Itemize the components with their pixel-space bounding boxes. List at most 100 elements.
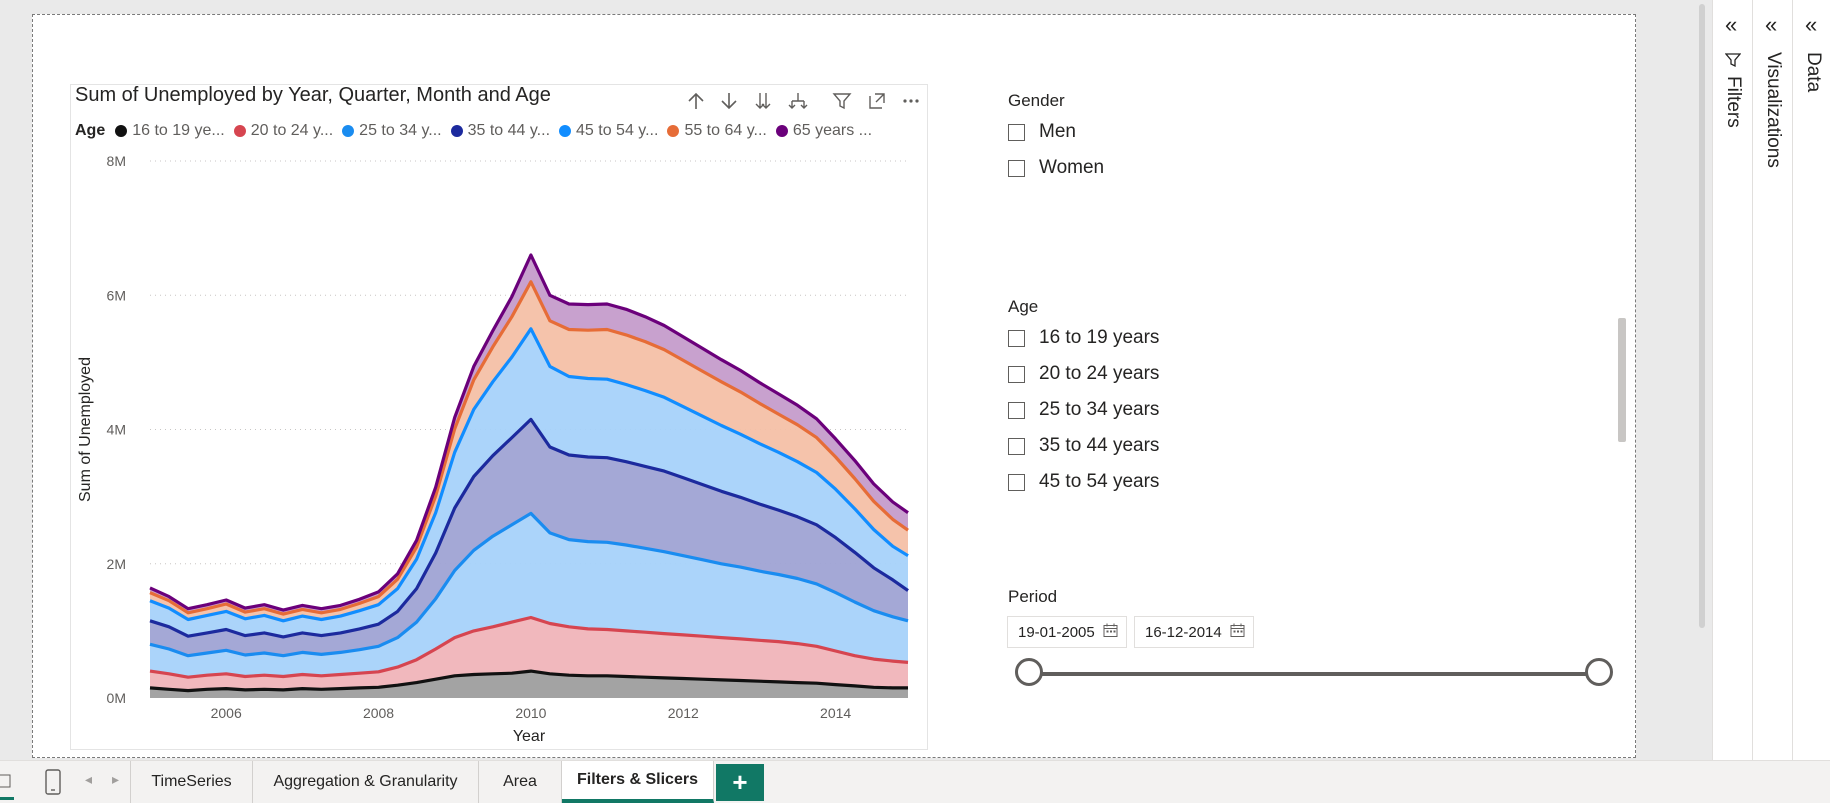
legend-swatch — [667, 125, 680, 137]
legend-swatch — [115, 125, 128, 137]
x-tick-label: 2010 — [515, 705, 546, 721]
canvas-scrollbar[interactable] — [1699, 4, 1705, 628]
gender-option-men[interactable]: Men — [1008, 121, 1076, 143]
series-line-1 — [149, 615, 909, 679]
checkbox[interactable] — [1008, 401, 1025, 419]
visualizations-pane-collapsed[interactable]: « Visualizations — [1752, 0, 1792, 760]
scroll-tabs-left-icon[interactable]: ◂ — [85, 771, 93, 787]
checkbox[interactable] — [1008, 329, 1025, 347]
legend-label: 25 to 34 y... — [359, 122, 442, 139]
period-slider-start-handle[interactable] — [1015, 658, 1043, 686]
gender-option-women[interactable]: Women — [1008, 157, 1104, 179]
chart-lines — [149, 253, 909, 693]
age-option-25-34[interactable]: 25 to 34 years — [1008, 399, 1159, 421]
area-1 — [150, 617, 908, 691]
x-tick-label: 2006 — [211, 705, 242, 721]
chart-legend: Age 16 to 19 ye... 20 to 24 y... 25 to 34 … — [75, 122, 881, 140]
chart-axes: 0M 2M 4M 6M 8M 2006 2008 2010 2012 2014 Year Sum of… — [77, 153, 851, 745]
tab-timeseries[interactable]: TimeSeries — [131, 761, 253, 803]
area-4 — [150, 328, 908, 637]
period-slicer-title: Period — [1008, 587, 1058, 606]
period-slider-track[interactable] — [1028, 672, 1600, 676]
mobile-layout-icon[interactable] — [44, 769, 62, 800]
expand-hierarchy-icon[interactable] — [785, 88, 811, 114]
option-label: 25 to 34 years — [1039, 399, 1160, 420]
y-tick-label: 6M — [107, 287, 126, 303]
tab-filters-slicers[interactable]: Filters & Slicers — [562, 761, 714, 803]
tab-aggregation-granularity[interactable]: Aggregation & Granularity — [253, 761, 479, 803]
legend-swatch — [559, 125, 572, 137]
legend-swatch — [233, 125, 246, 137]
go-to-next-level-icon[interactable] — [750, 88, 776, 114]
age-option-16-19[interactable]: 16 to 19 years — [1008, 327, 1159, 349]
x-tick-label: 2008 — [363, 705, 394, 721]
legend-item[interactable]: 20 to 24 y... — [233, 122, 334, 140]
age-option-45-54[interactable]: 45 to 54 years — [1008, 471, 1159, 493]
calendar-icon[interactable] — [1230, 623, 1245, 642]
series-line-6 — [149, 253, 909, 612]
start-date-value: 19-01-2005 — [1018, 623, 1095, 641]
checkbox[interactable] — [1008, 437, 1025, 455]
checkbox[interactable] — [1008, 123, 1025, 141]
legend-label: 16 to 19 ye... — [132, 122, 225, 139]
period-slider-end-handle[interactable] — [1585, 658, 1613, 686]
legend-title: Age — [75, 122, 106, 139]
desktop-layout-icon[interactable] — [0, 769, 14, 800]
age-slicer-scrollbar[interactable] — [1618, 318, 1626, 442]
expand-chevron-icon[interactable]: « — [1725, 12, 1738, 37]
page-tab-bar: ◂ ▸ TimeSeries Aggregation & Granularity… — [0, 760, 1830, 803]
expand-chevron-icon[interactable]: « — [1765, 12, 1778, 37]
focus-mode-icon[interactable] — [864, 88, 890, 114]
series-line-0 — [149, 669, 908, 693]
checkbox[interactable] — [1008, 473, 1025, 491]
y-tick-label: 0M — [107, 690, 126, 706]
scroll-tabs-right-icon[interactable]: ▸ — [112, 771, 120, 787]
filters-pane-label: Filters — [1723, 76, 1744, 128]
option-label: Women — [1039, 157, 1105, 178]
filters-pane-collapsed[interactable]: « Filters — [1712, 0, 1752, 760]
legend-label: 35 to 44 y... — [467, 122, 551, 139]
legend-label: 45 to 54 y... — [576, 122, 659, 139]
legend-item[interactable]: 25 to 34 y... — [342, 122, 442, 140]
tab-area[interactable]: Area — [479, 761, 562, 803]
series-line-4 — [149, 327, 909, 623]
series-line-5 — [149, 280, 909, 616]
legend-item[interactable]: 55 to 64 y... — [667, 122, 767, 140]
legend-item[interactable]: 45 to 54 y... — [559, 122, 658, 140]
drill-down-icon[interactable] — [716, 88, 742, 114]
checkbox[interactable] — [1008, 159, 1025, 177]
start-date-input[interactable]: 19-01-2005 — [1007, 616, 1127, 648]
more-options-icon[interactable] — [898, 88, 924, 114]
area-3 — [150, 419, 908, 656]
checkbox[interactable] — [1008, 365, 1025, 383]
y-tick-label: 4M — [107, 422, 126, 438]
age-option-35-44[interactable]: 35 to 44 years — [1008, 435, 1159, 457]
filter-icon — [1724, 52, 1742, 73]
x-tick-label: 2014 — [820, 705, 851, 721]
legend-swatch — [450, 125, 463, 137]
drill-up-icon[interactable] — [683, 88, 709, 114]
add-page-button[interactable]: + — [716, 764, 764, 801]
legend-label: 20 to 24 y... — [250, 122, 334, 139]
calendar-icon[interactable] — [1103, 623, 1118, 642]
end-date-value: 16-12-2014 — [1145, 623, 1222, 641]
x-tick-label: 2012 — [668, 705, 699, 721]
chart-title: Sum of Unemployed by Year, Quarter, Mont… — [75, 84, 551, 106]
data-pane-collapsed[interactable]: « Data — [1792, 0, 1830, 760]
end-date-input[interactable]: 16-12-2014 — [1134, 616, 1254, 648]
series-line-2 — [149, 511, 909, 658]
option-label: 35 to 44 years — [1039, 435, 1160, 456]
divider — [130, 761, 131, 803]
filter-icon[interactable] — [829, 88, 855, 114]
legend-swatch — [342, 125, 355, 137]
expand-chevron-icon[interactable]: « — [1805, 12, 1818, 37]
age-option-20-24[interactable]: 20 to 24 years — [1008, 363, 1159, 385]
option-label: 16 to 19 years — [1039, 327, 1160, 348]
legend-item[interactable]: 16 to 19 ye... — [115, 122, 225, 140]
legend-item[interactable]: 35 to 44 y... — [450, 122, 551, 140]
y-tick-label: 2M — [107, 556, 126, 572]
option-label: 45 to 54 years — [1039, 471, 1160, 492]
legend-items: 16 to 19 ye... 20 to 24 y... 25 to 34 y...… — [115, 122, 881, 140]
legend-item[interactable]: 65 years ... — [775, 122, 872, 140]
